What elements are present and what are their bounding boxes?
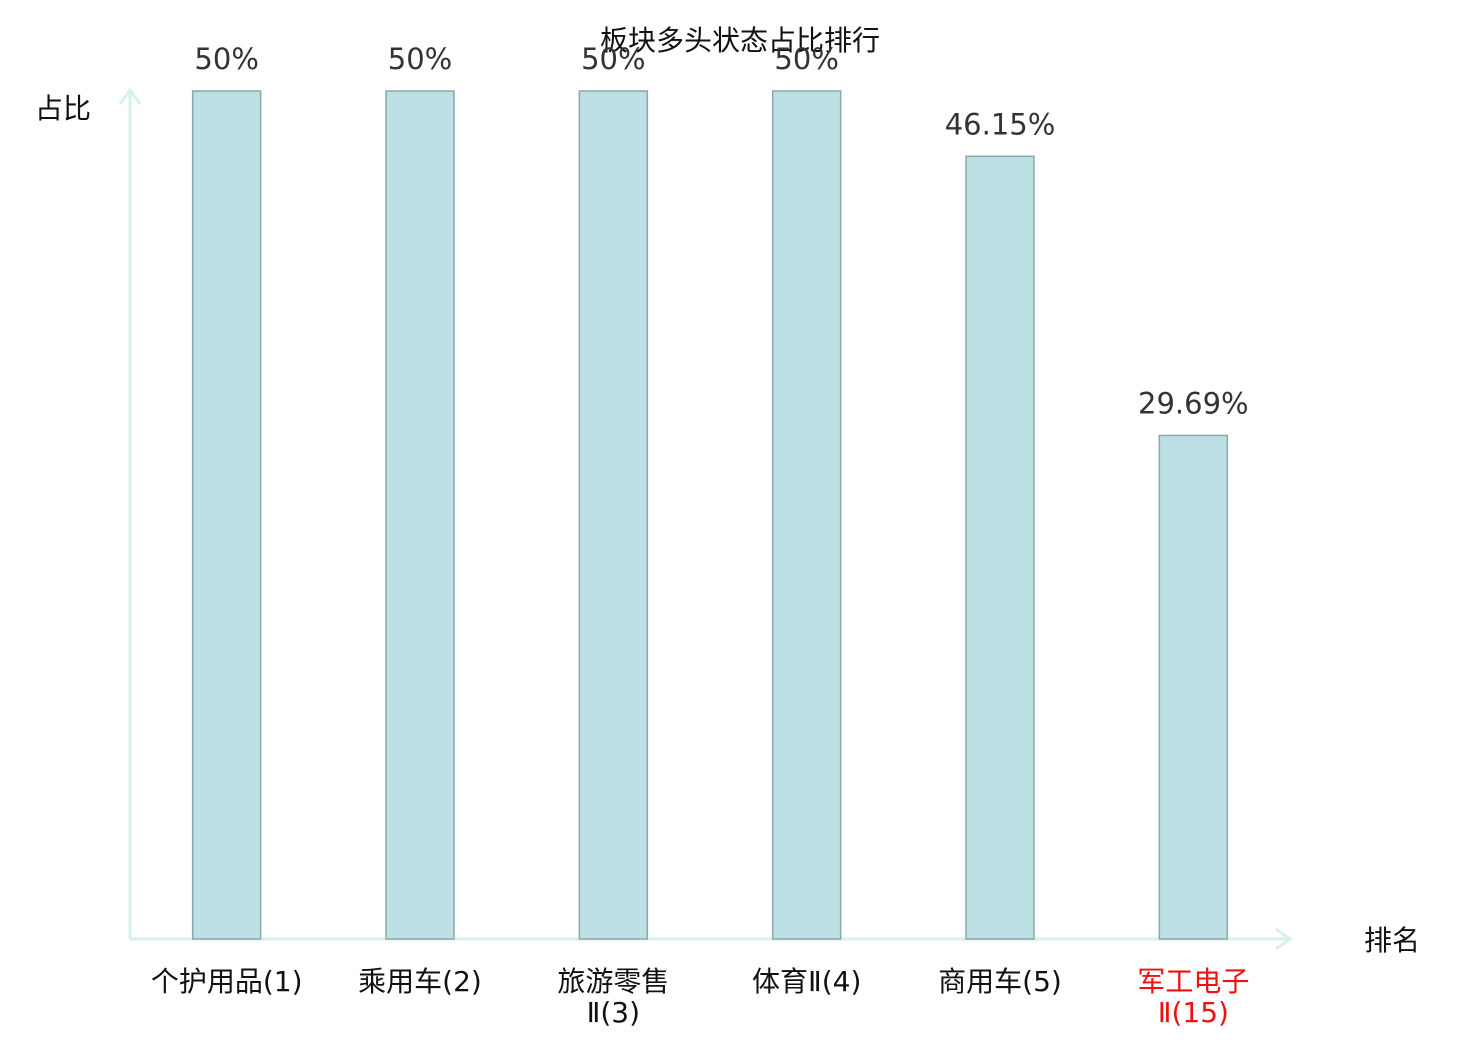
bar <box>771 90 842 940</box>
bar <box>965 155 1035 940</box>
bar <box>191 90 262 940</box>
x-tick-label: 个护用品(1) <box>151 965 303 998</box>
bar <box>385 90 455 940</box>
value-label: 50% <box>581 42 645 76</box>
value-label: 50% <box>194 42 258 76</box>
y-axis-label: 占比 <box>35 92 91 125</box>
y-axis-arrow <box>118 87 142 105</box>
chart-title: 板块多头状态占比排行 <box>600 24 880 57</box>
x-tick-label: 乘用车(2) <box>358 965 482 998</box>
value-label: 50% <box>388 42 452 76</box>
x-tick-label: 商用车(5) <box>938 965 1062 998</box>
bar <box>1158 434 1229 940</box>
value-label: 29.69% <box>1138 386 1249 420</box>
value-label: 50% <box>774 42 838 76</box>
x-axis-label: 排名 <box>1364 924 1420 957</box>
x-tick-label: 旅游零售 Ⅱ(3) <box>557 965 669 1029</box>
x-tick-label: 体育Ⅱ(4) <box>752 965 861 998</box>
bar <box>578 90 649 940</box>
x-axis-arrow <box>1275 927 1293 951</box>
x-tick-label: 军工电子 Ⅱ(15) <box>1137 965 1249 1029</box>
value-label: 46.15% <box>945 107 1056 141</box>
